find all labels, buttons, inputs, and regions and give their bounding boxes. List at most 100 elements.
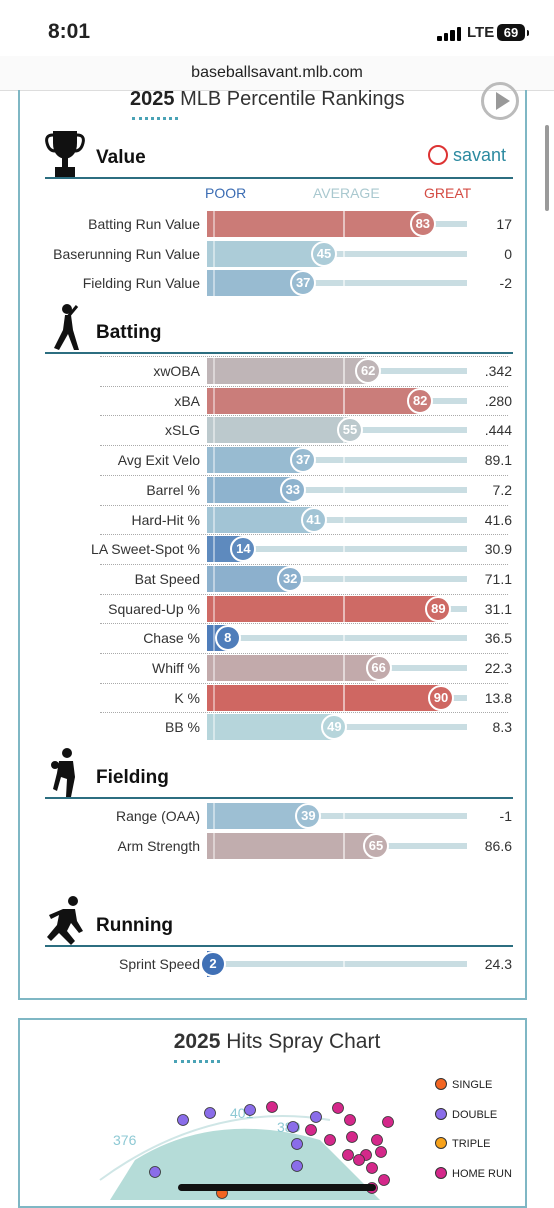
hit-marker xyxy=(371,1134,383,1146)
tick-low xyxy=(213,625,215,652)
tick-low xyxy=(213,270,215,297)
title-text: MLB Percentile Rankings xyxy=(180,88,405,110)
metric-value: 22.3 xyxy=(484,660,512,676)
percentile-circle: 37 xyxy=(290,447,317,474)
section-header-running: Running xyxy=(45,896,513,947)
metric-row[interactable]: Squared-Up % 89 31.1 xyxy=(100,595,512,622)
metric-name: Arm Strength xyxy=(117,837,200,854)
metric-name: Fielding Run Value xyxy=(82,275,200,292)
metric-name: Squared-Up % xyxy=(108,600,200,617)
metric-row[interactable]: BB % 49 8.3 xyxy=(100,714,512,741)
metric-value: 41.6 xyxy=(484,511,512,528)
metric-row[interactable]: Baserunning Run Value 45 0 xyxy=(53,240,512,267)
tick-low xyxy=(213,417,215,444)
hit-marker xyxy=(310,1111,322,1123)
percentile-bar xyxy=(207,476,293,503)
tick-average xyxy=(343,625,345,652)
metric-value: .444 xyxy=(484,422,512,439)
percentile-bar xyxy=(207,832,376,859)
metric-row[interactable]: Hard-Hit % 41 41.6 xyxy=(100,506,512,533)
metric-value: 30.9 xyxy=(484,541,512,558)
metric-value: -2 xyxy=(499,275,512,292)
spray-title-underline xyxy=(174,1060,220,1063)
metric-row[interactable]: Batting Run Value 83 17 xyxy=(88,211,512,237)
percentile-track xyxy=(207,280,467,287)
metric-name: xBA xyxy=(174,392,200,409)
percentile-track xyxy=(207,250,467,257)
play-button[interactable] xyxy=(481,82,519,120)
section-title: Value xyxy=(96,147,146,168)
legend-swatch xyxy=(435,1107,447,1120)
clock: 8:01 xyxy=(48,20,91,43)
percentile-bar xyxy=(207,655,379,681)
section-header-value: Value xyxy=(45,131,513,179)
percentile-circle: 33 xyxy=(279,476,306,503)
percentile-circle: 2 xyxy=(200,951,226,977)
tick-low xyxy=(213,476,215,503)
hit-marker xyxy=(177,1114,189,1126)
percentile-bar xyxy=(207,684,441,711)
hit-marker xyxy=(244,1104,256,1116)
metric-row[interactable]: Arm Strength 65 86.6 xyxy=(100,832,512,859)
row-separator xyxy=(100,653,508,654)
tick-average xyxy=(343,803,345,829)
savant-label: savant xyxy=(453,145,507,165)
percentile-bar xyxy=(207,595,439,622)
metric-row[interactable]: Bat Speed 32 71.1 xyxy=(100,565,512,592)
percentile-bar xyxy=(207,417,350,444)
metric-row[interactable]: xSLG 55 .444 xyxy=(100,417,512,444)
metric-name: Avg Exit Velo xyxy=(117,452,200,469)
hit-marker xyxy=(366,1162,378,1174)
scale-label-average: AVERAGE xyxy=(313,185,380,201)
metric-row[interactable]: Fielding Run Value 37 -2 xyxy=(83,270,512,297)
metric-value: 71.1 xyxy=(484,570,512,587)
metric-row[interactable]: Whiff % 66 22.3 xyxy=(100,655,512,681)
hit-marker xyxy=(305,1124,317,1136)
percentile-bar xyxy=(207,803,309,829)
tick-average xyxy=(343,684,345,711)
percentile-circle: 37 xyxy=(290,270,317,297)
metric-row[interactable]: Range (OAA) 39 -1 xyxy=(100,803,512,829)
scrollbar[interactable] xyxy=(545,125,549,211)
percentile-track xyxy=(207,516,467,523)
legend-label: HOME RUN xyxy=(452,1167,512,1180)
hit-marker xyxy=(287,1121,299,1133)
row-separator xyxy=(100,563,508,565)
legend-label: DOUBLE xyxy=(452,1108,498,1121)
percentile-circle: 62 xyxy=(355,358,382,384)
metric-row[interactable]: LA Sweet-Spot % 14 30.9 xyxy=(91,536,512,563)
metric-row[interactable]: xBA 82 .280 xyxy=(100,387,512,414)
metric-row[interactable]: Chase % 8 36.5 xyxy=(100,625,512,652)
percentile-rankings-panel xyxy=(18,90,527,1000)
metric-value: 13.8 xyxy=(484,689,512,706)
home-indicator[interactable] xyxy=(178,1184,376,1191)
percentile-track xyxy=(207,575,467,582)
spray-year: 2025 xyxy=(173,1030,221,1053)
hit-marker xyxy=(324,1134,336,1146)
outfield-wall xyxy=(99,1115,331,1181)
metric-row[interactable]: Avg Exit Velo 37 89.1 xyxy=(100,447,512,474)
metric-row[interactable]: xwOBA 62 .342 xyxy=(100,358,512,384)
tick-low xyxy=(213,358,215,384)
metric-name: Sprint Speed xyxy=(119,956,200,972)
hit-marker xyxy=(266,1101,278,1113)
percentile-circle: 8 xyxy=(214,625,241,652)
section-header-batting: Batting xyxy=(45,304,513,354)
metric-row[interactable]: Sprint Speed 2 24.3 xyxy=(100,951,512,977)
hit-marker xyxy=(353,1154,365,1166)
percentile-track xyxy=(207,486,467,493)
row-separator xyxy=(100,593,508,595)
legend-swatch xyxy=(435,1078,447,1090)
metric-value: 31.1 xyxy=(484,600,512,617)
tick-average xyxy=(343,506,345,533)
address-bar[interactable]: baseballsavant.mlb.com xyxy=(0,56,554,91)
metric-name: Baserunning Run Value xyxy=(53,245,200,262)
hit-marker xyxy=(332,1102,344,1114)
tick-low xyxy=(213,655,215,681)
percentile-circle: 90 xyxy=(428,684,454,711)
metric-row[interactable]: Barrel % 33 7.2 xyxy=(100,476,512,503)
percentile-bar xyxy=(207,447,304,474)
percentile-track xyxy=(207,457,467,464)
metric-row[interactable]: K % 90 13.8 xyxy=(100,684,512,711)
url-text: baseballsavant.mlb.com xyxy=(191,64,363,81)
